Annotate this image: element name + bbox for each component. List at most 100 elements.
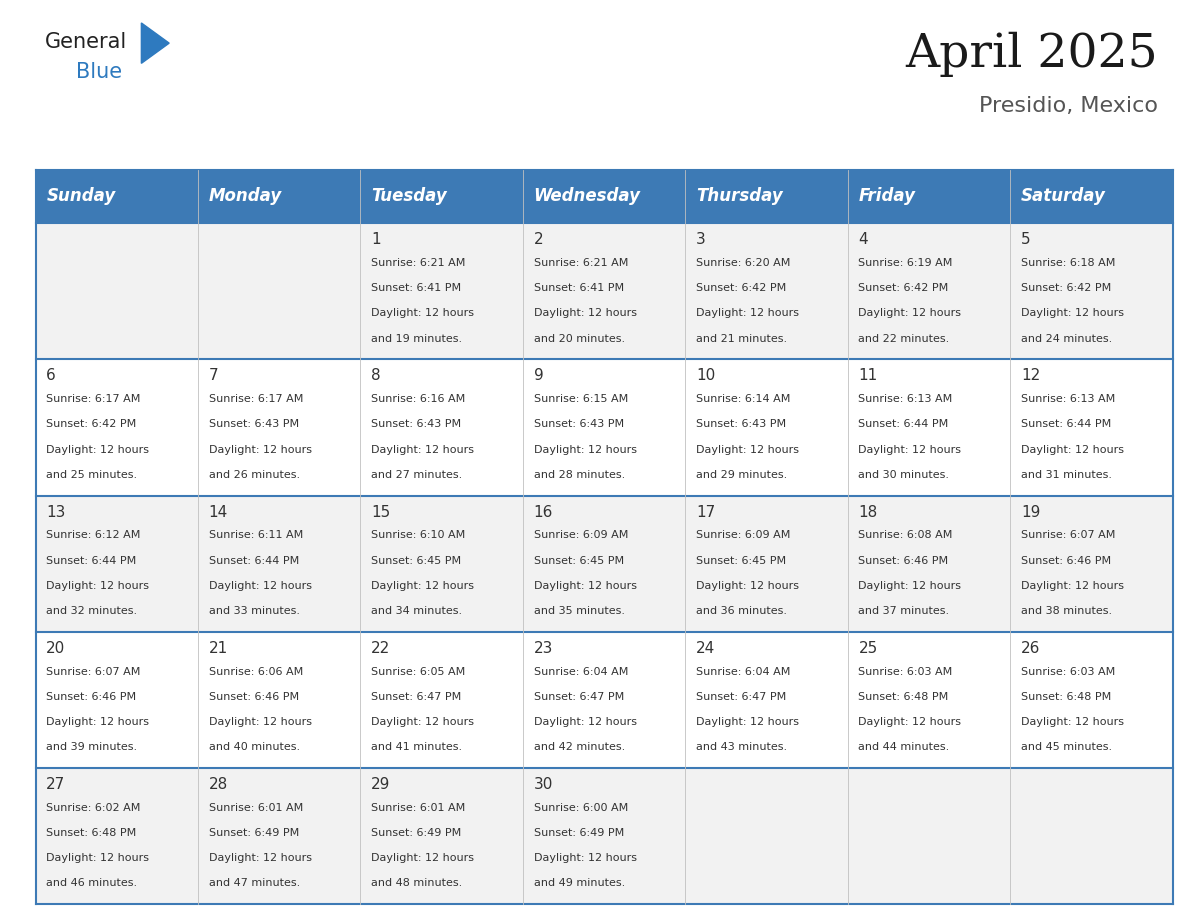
Text: and 31 minutes.: and 31 minutes. xyxy=(1020,470,1112,480)
Text: 12: 12 xyxy=(1020,368,1040,384)
Text: Sunrise: 6:11 AM: Sunrise: 6:11 AM xyxy=(209,531,303,541)
Text: Sunset: 6:46 PM: Sunset: 6:46 PM xyxy=(859,555,948,565)
Text: and 47 minutes.: and 47 minutes. xyxy=(209,879,301,889)
Text: Sunrise: 6:14 AM: Sunrise: 6:14 AM xyxy=(696,394,790,404)
Text: Sunrise: 6:10 AM: Sunrise: 6:10 AM xyxy=(371,531,466,541)
Text: Daylight: 12 hours: Daylight: 12 hours xyxy=(859,444,961,454)
Text: Sunrise: 6:09 AM: Sunrise: 6:09 AM xyxy=(533,531,628,541)
Text: Sunrise: 6:13 AM: Sunrise: 6:13 AM xyxy=(859,394,953,404)
Text: Sunset: 6:45 PM: Sunset: 6:45 PM xyxy=(696,555,786,565)
Polygon shape xyxy=(141,23,169,63)
Text: and 35 minutes.: and 35 minutes. xyxy=(533,606,625,616)
Text: Sunset: 6:48 PM: Sunset: 6:48 PM xyxy=(46,828,137,838)
Text: 1: 1 xyxy=(371,232,381,247)
Text: 8: 8 xyxy=(371,368,381,384)
Text: Friday: Friday xyxy=(859,187,916,206)
Text: Daylight: 12 hours: Daylight: 12 hours xyxy=(533,444,637,454)
Text: Daylight: 12 hours: Daylight: 12 hours xyxy=(209,581,311,591)
Text: and 26 minutes.: and 26 minutes. xyxy=(209,470,299,480)
Text: and 21 minutes.: and 21 minutes. xyxy=(696,333,788,343)
Text: Thursday: Thursday xyxy=(696,187,783,206)
Text: Sunrise: 6:15 AM: Sunrise: 6:15 AM xyxy=(533,394,627,404)
Text: 20: 20 xyxy=(46,641,65,656)
Text: Sunset: 6:47 PM: Sunset: 6:47 PM xyxy=(371,692,461,702)
Text: Sunrise: 6:17 AM: Sunrise: 6:17 AM xyxy=(46,394,140,404)
Text: 4: 4 xyxy=(859,232,868,247)
Text: Daylight: 12 hours: Daylight: 12 hours xyxy=(46,854,150,863)
Text: and 48 minutes.: and 48 minutes. xyxy=(371,879,462,889)
Text: 28: 28 xyxy=(209,778,228,792)
Text: Sunrise: 6:04 AM: Sunrise: 6:04 AM xyxy=(696,666,790,677)
Text: and 37 minutes.: and 37 minutes. xyxy=(859,606,949,616)
Text: Sunset: 6:48 PM: Sunset: 6:48 PM xyxy=(1020,692,1111,702)
Text: 13: 13 xyxy=(46,505,65,520)
Text: Sunrise: 6:17 AM: Sunrise: 6:17 AM xyxy=(209,394,303,404)
Bar xyxy=(36,359,1173,496)
Text: Daylight: 12 hours: Daylight: 12 hours xyxy=(859,308,961,319)
Text: Sunset: 6:41 PM: Sunset: 6:41 PM xyxy=(533,283,624,293)
Text: Sunset: 6:44 PM: Sunset: 6:44 PM xyxy=(46,555,137,565)
Text: April 2025: April 2025 xyxy=(905,32,1158,77)
Text: 7: 7 xyxy=(209,368,219,384)
Text: Sunday: Sunday xyxy=(46,187,115,206)
Text: 6: 6 xyxy=(46,368,56,384)
Text: Daylight: 12 hours: Daylight: 12 hours xyxy=(533,854,637,863)
Text: Sunset: 6:46 PM: Sunset: 6:46 PM xyxy=(209,692,299,702)
Text: and 28 minutes.: and 28 minutes. xyxy=(533,470,625,480)
Text: and 27 minutes.: and 27 minutes. xyxy=(371,470,462,480)
Text: Sunrise: 6:19 AM: Sunrise: 6:19 AM xyxy=(859,258,953,268)
Text: and 38 minutes.: and 38 minutes. xyxy=(1020,606,1112,616)
Text: Daylight: 12 hours: Daylight: 12 hours xyxy=(209,444,311,454)
Text: Sunset: 6:42 PM: Sunset: 6:42 PM xyxy=(859,283,949,293)
Text: Sunset: 6:46 PM: Sunset: 6:46 PM xyxy=(1020,555,1111,565)
Text: Sunset: 6:45 PM: Sunset: 6:45 PM xyxy=(371,555,461,565)
Text: 21: 21 xyxy=(209,641,228,656)
Text: Sunset: 6:46 PM: Sunset: 6:46 PM xyxy=(46,692,137,702)
Text: Blue: Blue xyxy=(76,62,122,83)
Text: and 46 minutes.: and 46 minutes. xyxy=(46,879,138,889)
Text: 18: 18 xyxy=(859,505,878,520)
Text: Daylight: 12 hours: Daylight: 12 hours xyxy=(209,854,311,863)
Text: Sunrise: 6:12 AM: Sunrise: 6:12 AM xyxy=(46,531,140,541)
Text: Sunset: 6:41 PM: Sunset: 6:41 PM xyxy=(371,283,461,293)
Text: 15: 15 xyxy=(371,505,391,520)
Text: Daylight: 12 hours: Daylight: 12 hours xyxy=(371,444,474,454)
Text: 14: 14 xyxy=(209,505,228,520)
Text: 9: 9 xyxy=(533,368,543,384)
Text: 24: 24 xyxy=(696,641,715,656)
Text: Daylight: 12 hours: Daylight: 12 hours xyxy=(209,717,311,727)
Text: Daylight: 12 hours: Daylight: 12 hours xyxy=(371,854,474,863)
Text: General: General xyxy=(45,32,127,52)
Text: 25: 25 xyxy=(859,641,878,656)
Text: Sunset: 6:47 PM: Sunset: 6:47 PM xyxy=(533,692,624,702)
Text: 22: 22 xyxy=(371,641,391,656)
Text: Sunrise: 6:05 AM: Sunrise: 6:05 AM xyxy=(371,666,466,677)
Text: and 20 minutes.: and 20 minutes. xyxy=(533,333,625,343)
Text: Daylight: 12 hours: Daylight: 12 hours xyxy=(1020,717,1124,727)
Text: and 39 minutes.: and 39 minutes. xyxy=(46,743,138,752)
Text: and 43 minutes.: and 43 minutes. xyxy=(696,743,788,752)
Text: and 40 minutes.: and 40 minutes. xyxy=(209,743,299,752)
Text: and 36 minutes.: and 36 minutes. xyxy=(696,606,786,616)
Text: 26: 26 xyxy=(1020,641,1041,656)
Text: 16: 16 xyxy=(533,505,552,520)
Text: and 19 minutes.: and 19 minutes. xyxy=(371,333,462,343)
Text: Sunrise: 6:08 AM: Sunrise: 6:08 AM xyxy=(859,531,953,541)
Text: Sunset: 6:48 PM: Sunset: 6:48 PM xyxy=(859,692,949,702)
Text: Saturday: Saturday xyxy=(1020,187,1106,206)
Bar xyxy=(36,170,1173,223)
Text: Sunset: 6:44 PM: Sunset: 6:44 PM xyxy=(1020,420,1111,430)
Text: Sunset: 6:49 PM: Sunset: 6:49 PM xyxy=(533,828,624,838)
Text: Presidio, Mexico: Presidio, Mexico xyxy=(979,96,1158,117)
Text: 19: 19 xyxy=(1020,505,1041,520)
Text: Daylight: 12 hours: Daylight: 12 hours xyxy=(371,308,474,319)
Text: Sunset: 6:44 PM: Sunset: 6:44 PM xyxy=(859,420,949,430)
Text: 11: 11 xyxy=(859,368,878,384)
Text: Daylight: 12 hours: Daylight: 12 hours xyxy=(371,717,474,727)
Text: 5: 5 xyxy=(1020,232,1030,247)
Text: and 30 minutes.: and 30 minutes. xyxy=(859,470,949,480)
Text: Daylight: 12 hours: Daylight: 12 hours xyxy=(46,717,150,727)
Text: and 25 minutes.: and 25 minutes. xyxy=(46,470,138,480)
Text: Daylight: 12 hours: Daylight: 12 hours xyxy=(1020,581,1124,591)
Text: and 42 minutes.: and 42 minutes. xyxy=(533,743,625,752)
